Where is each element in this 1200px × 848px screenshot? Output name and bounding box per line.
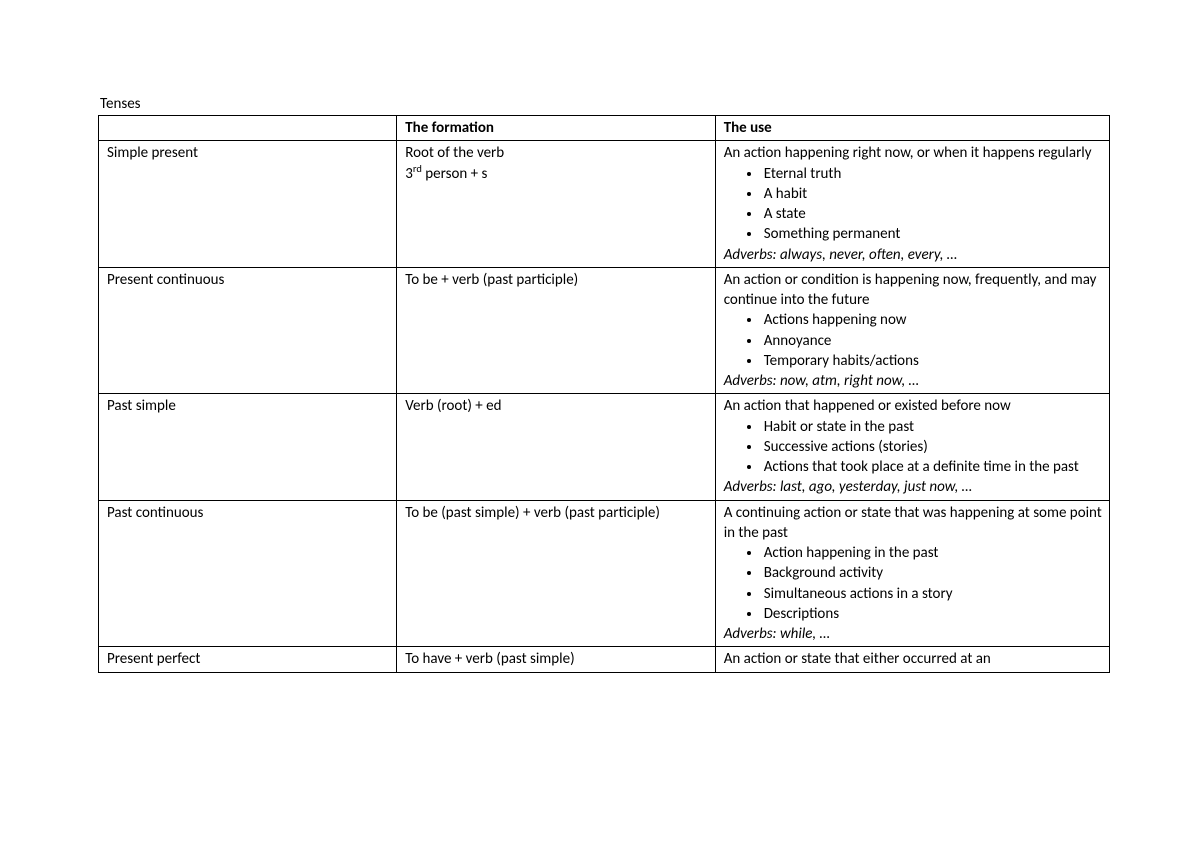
header-tense xyxy=(99,116,397,141)
use-bullet: Something permanent xyxy=(762,224,1103,244)
formation-line: 3rd person + s xyxy=(405,164,708,184)
use-bullet-list: Action happening in the pastBackground a… xyxy=(724,543,1103,624)
use-bullet: Successive actions (stories) xyxy=(762,437,1103,457)
table-row: Past simple Verb (root) + ed An action tha… xyxy=(99,394,1110,500)
use-bullet-list: Actions happening nowAnnoyanceTemporary … xyxy=(724,310,1103,371)
use-cell: An action happening right now, or when i… xyxy=(715,141,1109,268)
formation-cell: To be + verb (past participle) xyxy=(397,267,715,394)
use-bullet: Actions that took place at a definite ti… xyxy=(762,457,1103,477)
header-formation: The formation xyxy=(397,116,715,141)
document-title: Tenses xyxy=(98,95,1110,113)
document-page: Tenses The formation The use Simple pres… xyxy=(0,0,1200,673)
adverbs-line: Adverbs: always, never, often, every, … xyxy=(724,245,1103,265)
table-body: Simple presentRoot of the verb3rd person… xyxy=(99,141,1110,672)
formation-line: To be (past simple) + verb (past partici… xyxy=(405,503,708,523)
formation-cell: To be (past simple) + verb (past partici… xyxy=(397,500,715,647)
use-cell: A continuing action or state that was ha… xyxy=(715,500,1109,647)
use-cell: An action that happened or existed befor… xyxy=(715,394,1109,500)
use-bullet: Action happening in the past xyxy=(762,543,1103,563)
tense-name-cell: Past simple xyxy=(99,394,397,500)
use-bullet: Temporary habits/actions xyxy=(762,351,1103,371)
formation-cell: Root of the verb3rd person + s xyxy=(397,141,715,268)
use-bullet: Descriptions xyxy=(762,604,1103,624)
use-bullet: Simultaneous actions in a story xyxy=(762,584,1103,604)
use-intro: An action that happened or existed befor… xyxy=(724,396,1103,416)
use-cell: An action or condition is happening now,… xyxy=(715,267,1109,394)
tense-name-cell: Simple present xyxy=(99,141,397,268)
use-intro: An action or condition is happening now,… xyxy=(724,270,1103,311)
use-bullet-list: Habit or state in the pastSuccessive act… xyxy=(724,417,1103,478)
tense-name-cell: Present continuous xyxy=(99,267,397,394)
use-bullet: Annoyance xyxy=(762,331,1103,351)
use-bullet: Eternal truth xyxy=(762,164,1103,184)
header-use: The use xyxy=(715,116,1109,141)
use-bullet-list: Eternal truthA habitA stateSomething per… xyxy=(724,164,1103,245)
use-cell: An action or state that either occurred … xyxy=(715,647,1109,672)
formation-line: To be + verb (past participle) xyxy=(405,270,708,290)
use-bullet: Habit or state in the past xyxy=(762,417,1103,437)
table-header-row: The formation The use xyxy=(99,116,1110,141)
table-row: Present continuous To be + verb (past par… xyxy=(99,267,1110,394)
use-intro: An action or state that either occurred … xyxy=(724,649,1103,669)
adverbs-line: Adverbs: now, atm, right now, … xyxy=(724,371,1103,391)
use-bullet: A habit xyxy=(762,184,1103,204)
table-row: Past continuous To be (past simple) + ver… xyxy=(99,500,1110,647)
use-bullet: Background activity xyxy=(762,563,1103,583)
adverbs-line: Adverbs: last, ago, yesterday, just now,… xyxy=(724,477,1103,497)
use-bullet: Actions happening now xyxy=(762,310,1103,330)
use-intro: An action happening right now, or when i… xyxy=(724,143,1103,163)
adverbs-line: Adverbs: while, … xyxy=(724,624,1103,644)
formation-cell: To have + verb (past simple) xyxy=(397,647,715,672)
formation-line: Verb (root) + ed xyxy=(405,396,708,416)
table-row: Simple presentRoot of the verb3rd person… xyxy=(99,141,1110,268)
tenses-table: The formation The use Simple presentRoot… xyxy=(98,115,1110,673)
table-row: Present perfect To have + verb (past simp… xyxy=(99,647,1110,672)
use-bullet: A state xyxy=(762,204,1103,224)
formation-line: To have + verb (past simple) xyxy=(405,649,708,669)
formation-line: Root of the verb xyxy=(405,143,708,163)
formation-cell: Verb (root) + ed xyxy=(397,394,715,500)
tense-name-cell: Present perfect xyxy=(99,647,397,672)
use-intro: A continuing action or state that was ha… xyxy=(724,503,1103,544)
tense-name-cell: Past continuous xyxy=(99,500,397,647)
